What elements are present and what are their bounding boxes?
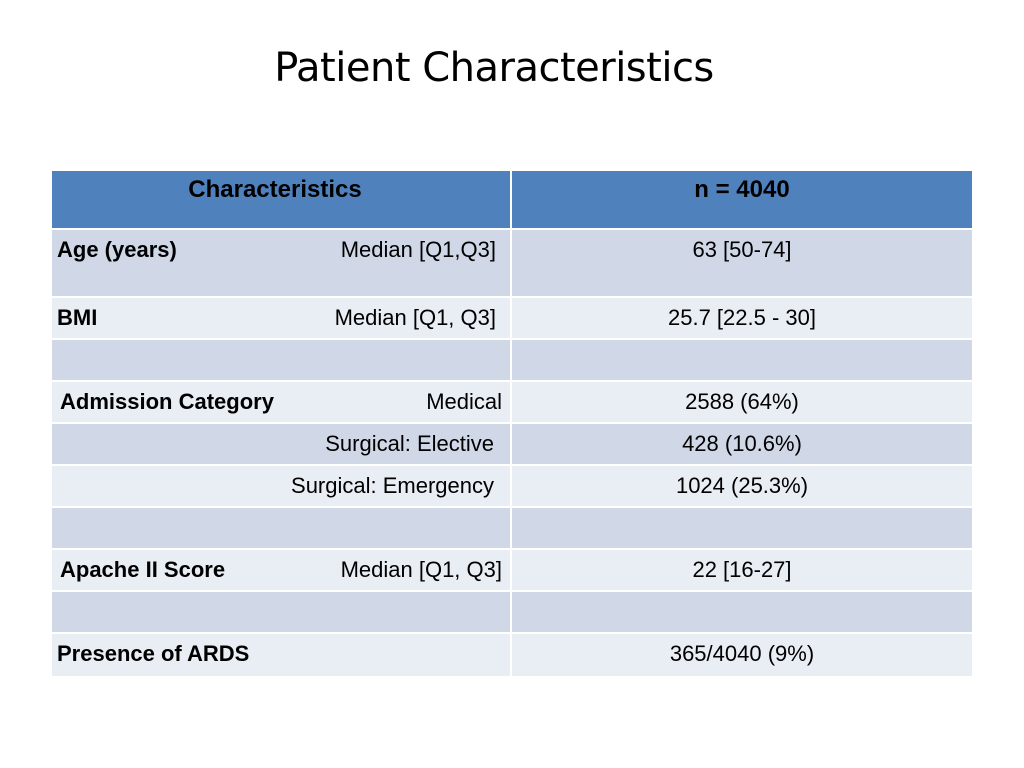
row-value: 428 (10.6%) [682, 431, 802, 456]
row-value: 25.7 [22.5 - 30] [668, 305, 816, 330]
table-row-age: Age (years) Median [Q1,Q3] 63 [50-74] [52, 230, 972, 298]
row-label-cell [52, 592, 512, 632]
table-header-row: Characteristics n = 4040 [52, 171, 972, 230]
row-label-cell: Apache II Score Median [Q1, Q3] [52, 550, 512, 590]
row-value: 63 [50-74] [692, 237, 792, 262]
table-row-surgical-emergency: Surgical: Emergency 1024 (25.3%) [52, 466, 972, 508]
table-row-spacer [52, 340, 972, 382]
row-value: 1024 (25.3%) [675, 473, 809, 498]
row-label: Apache II Score [60, 557, 226, 582]
row-label-cell: Age (years) Median [Q1,Q3] [52, 230, 512, 296]
header-characteristics: Characteristics [52, 171, 512, 228]
row-value [512, 508, 972, 548]
row-sublabel: Surgical: Elective [325, 431, 494, 456]
row-label-cell [52, 340, 512, 380]
table-row-spacer [52, 508, 972, 550]
row-label-cell: Surgical: Elective [52, 424, 512, 464]
patient-characteristics-table: Characteristics n = 4040 Age (years) Med… [52, 171, 972, 676]
row-sublabel: Medical [426, 389, 502, 414]
row-label-cell: Admission Category Medical [52, 382, 512, 422]
row-value [512, 340, 972, 380]
row-sublabel: Median [Q1,Q3] [340, 237, 496, 262]
table-row-surgical-elective: Surgical: Elective 428 (10.6%) [52, 424, 972, 466]
slide-title: Patient Characteristics [274, 45, 714, 91]
row-label-cell: Presence of ARDS [52, 634, 512, 676]
row-label: Presence of ARDS [57, 641, 250, 666]
row-value [512, 592, 972, 632]
row-label: Admission Category [60, 389, 274, 414]
table-row-spacer [52, 592, 972, 634]
row-label-cell: BMI Median [Q1, Q3] [52, 298, 512, 338]
table-row-ards: Presence of ARDS 365/4040 (9%) [52, 634, 972, 676]
table-row-admission-medical: Admission Category Medical 2588 (64%) [52, 382, 972, 424]
header-n: n = 4040 [694, 176, 790, 203]
row-sublabel: Surgical: Emergency [291, 473, 494, 498]
table-row-bmi: BMI Median [Q1, Q3] 25.7 [22.5 - 30] [52, 298, 972, 340]
row-value: 365/4040 (9%) [669, 641, 815, 666]
table-row-apache: Apache II Score Median [Q1, Q3] 22 [16-2… [52, 550, 972, 592]
row-sublabel: Median [Q1, Q3] [340, 557, 502, 582]
row-label-cell [52, 508, 512, 548]
row-label: Age (years) [57, 237, 177, 262]
row-sublabel: Median [Q1, Q3] [334, 305, 496, 330]
row-value: 22 [16-27] [692, 557, 792, 582]
row-label-cell: Surgical: Emergency [52, 466, 512, 506]
row-value: 2588 (64%) [685, 389, 799, 414]
row-label: BMI [57, 305, 98, 330]
